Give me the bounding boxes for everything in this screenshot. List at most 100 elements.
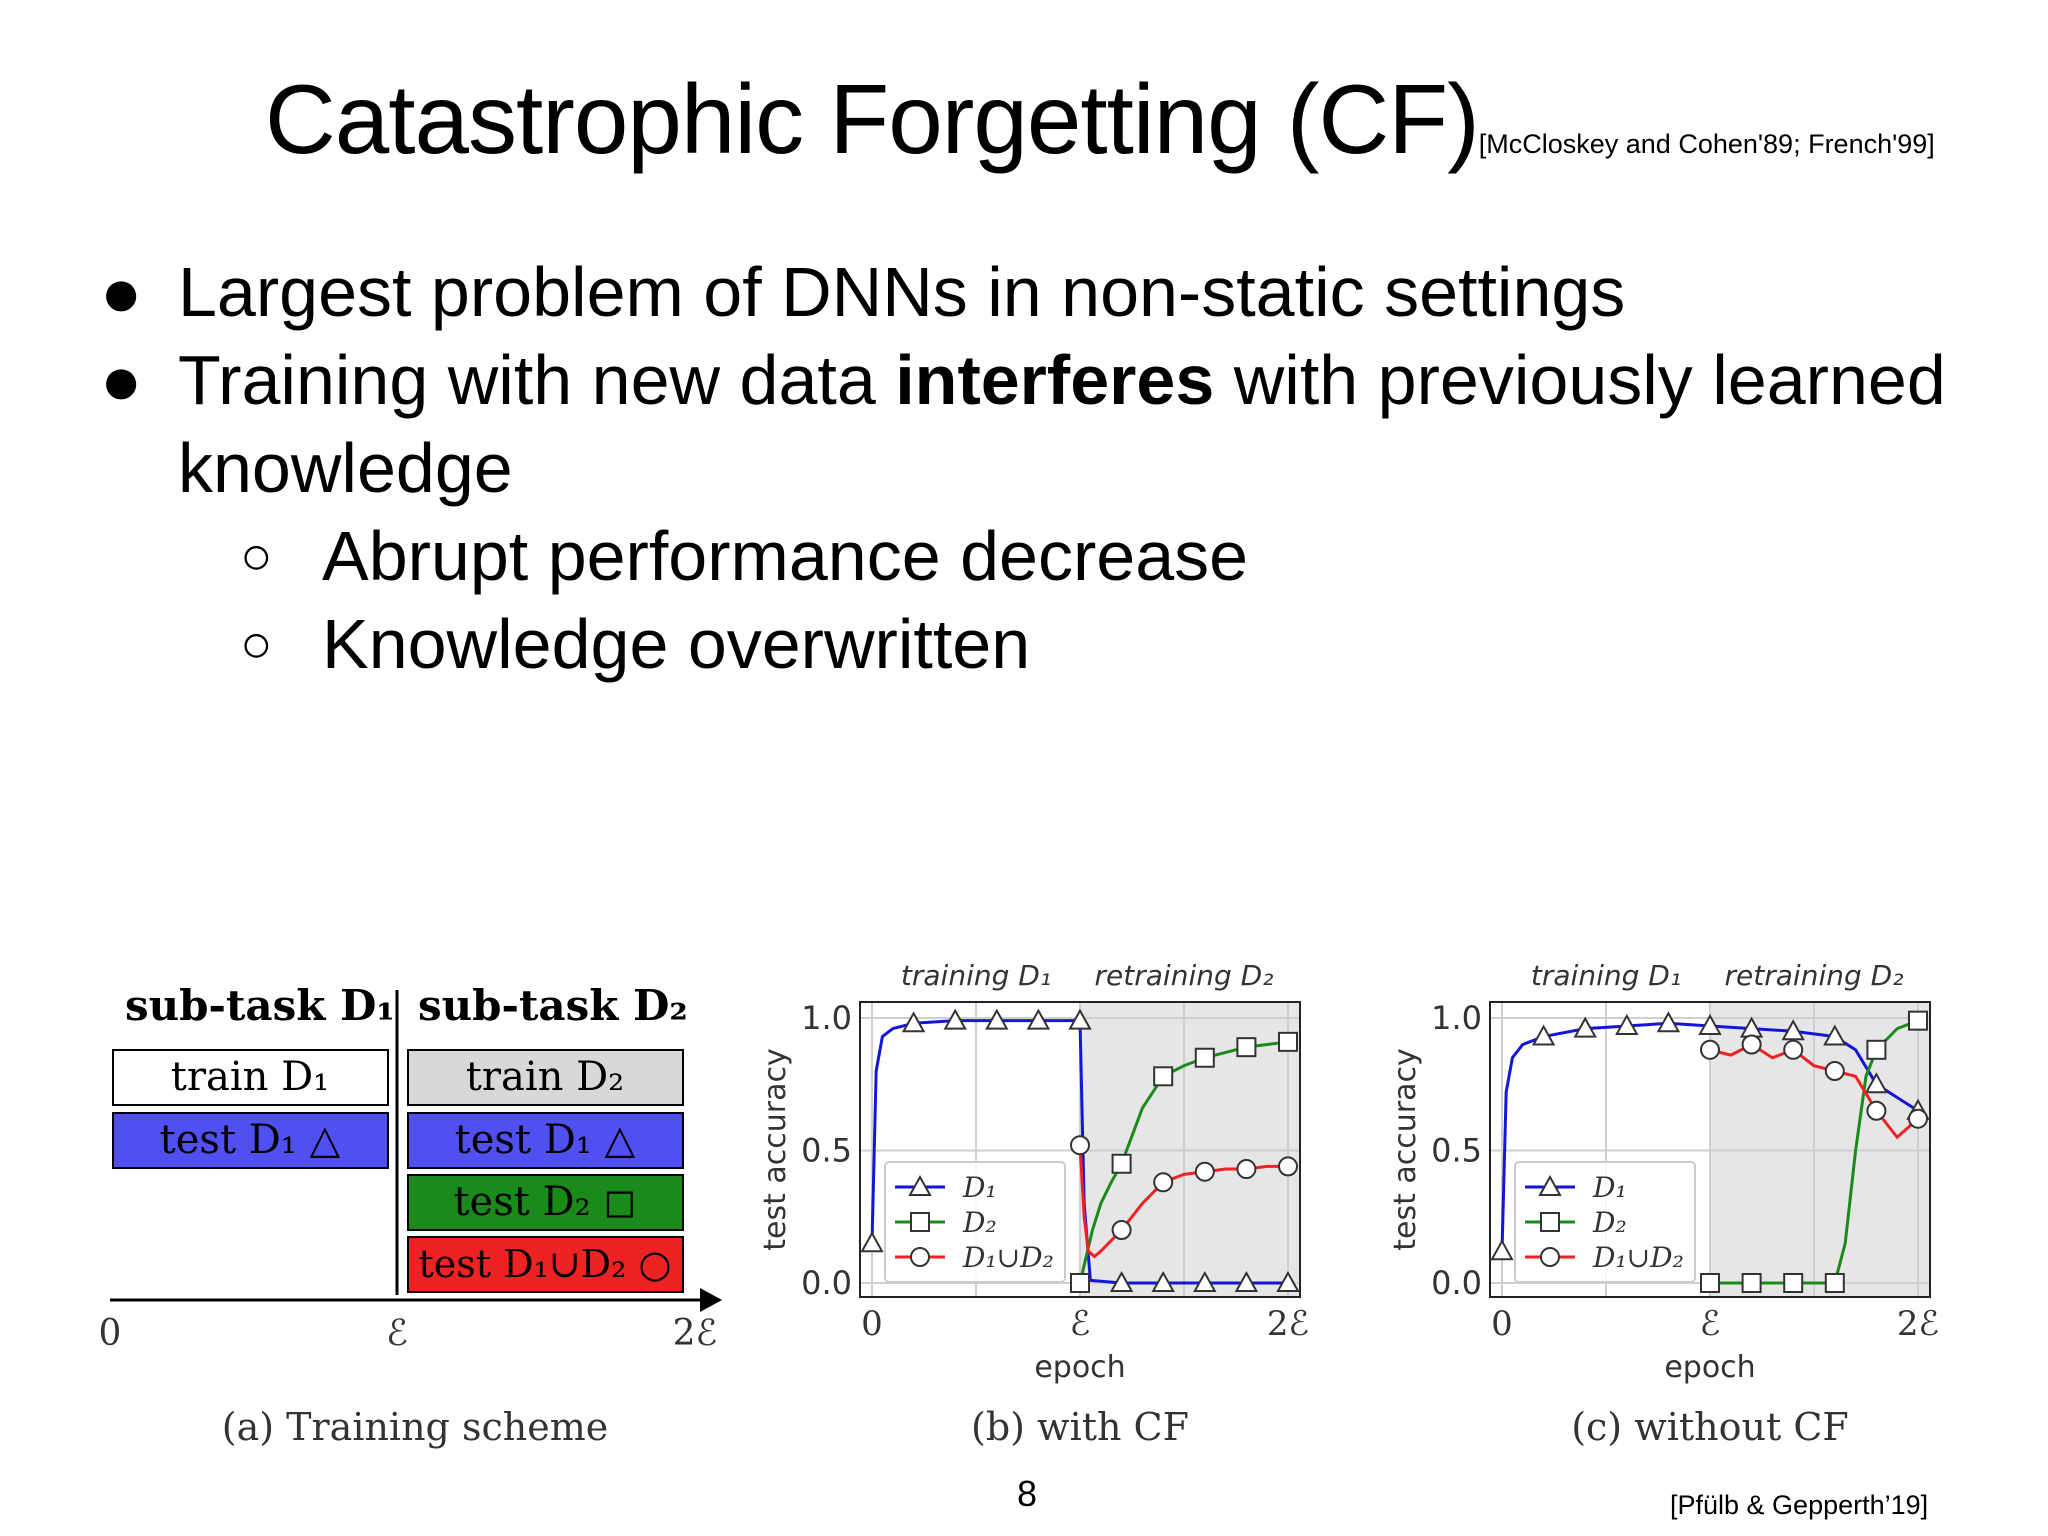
bullet-item-continuation: knowledge — [100, 424, 1946, 512]
data-point-triangle — [1026, 1008, 1051, 1030]
reference-citation: [Pfülb & Gepperth’19] — [1670, 1490, 1929, 1520]
bullet-item: ● Largest problem of DNNs in non-static … — [100, 248, 1946, 336]
data-point-circle — [1278, 1156, 1298, 1177]
train-d1-box — [112, 1049, 389, 1106]
data-point-triangle — [1781, 1019, 1805, 1041]
data-point-square — [1111, 1153, 1132, 1174]
sub-bullet-ring-icon: ○ — [240, 526, 273, 586]
y-tick-label: 1.0 — [1431, 999, 1482, 1037]
series-line-d1 — [1500, 1021, 1919, 1252]
x-tick-label: ℰ — [1700, 1304, 1721, 1344]
train-d2-label: train D₂ — [466, 1054, 624, 1100]
sub-bullet-text: Abrupt performance decrease — [322, 517, 1249, 595]
data-point-triangle — [1864, 1072, 1889, 1094]
data-point-triangle — [1698, 1013, 1722, 1035]
chart-with-cf: training D₁ retraining D₂ 0.0 0.5 1.0 0 ℰ 2ℰ epo… — [758, 959, 1309, 1449]
sub-bullet-item: ○ Abrupt performance decrease — [100, 512, 1946, 600]
test-d1-box — [112, 1112, 389, 1169]
plot-frame — [859, 1001, 1301, 1298]
x-axis-label: epoch — [1034, 1350, 1125, 1385]
bullet-list: ● Largest problem of DNNs in non-static … — [100, 248, 1946, 688]
plot-frame — [1489, 1001, 1931, 1298]
y-tick-label: 0.0 — [1431, 1264, 1482, 1302]
scheme-caption: (a) Training scheme — [222, 1405, 608, 1449]
bullet-bold-text: interferes — [895, 341, 1215, 419]
data-point-square — [1908, 1010, 1928, 1031]
bullet-text: Largest problem of DNNs in non-static se… — [178, 253, 1626, 331]
y-axis-label: test accuracy — [758, 1048, 793, 1251]
scheme-tick-0: 0 — [99, 1313, 122, 1354]
data-point-square — [1194, 1047, 1215, 1068]
phase-label-retraining: retraining D₂ — [1095, 959, 1274, 992]
data-point-square — [1236, 1037, 1257, 1058]
data-point-triangle — [1615, 1013, 1639, 1035]
data-point-circle — [1194, 1161, 1215, 1182]
data-point-triangle — [860, 1231, 884, 1253]
bullet-item: ● Training with new data interferes with… — [100, 336, 1946, 424]
slide-title: Catastrophic Forgetting (CF)[McCloskey a… — [265, 70, 1935, 168]
test-d1-label: test D₁ △ — [160, 1117, 341, 1163]
legend-label: D₂ — [1592, 1206, 1627, 1239]
bullet-text: Training with new data — [178, 341, 896, 419]
data-point-circle — [1908, 1108, 1928, 1129]
data-point-circle — [1236, 1159, 1257, 1180]
legend-label: D₁ — [962, 1171, 997, 1204]
data-point-circle — [1741, 1034, 1762, 1055]
train-d2-box — [407, 1049, 684, 1106]
legend-marker-triangle — [908, 1174, 932, 1196]
train-d1-label: train D₁ — [171, 1054, 329, 1100]
data-point-triangle — [1656, 1011, 1681, 1033]
data-point-triangle — [1276, 1270, 1300, 1292]
data-point-square — [1741, 1273, 1762, 1293]
scheme-tick-2: 2ℰ — [673, 1313, 718, 1354]
sub-bullet-ring-icon: ○ — [240, 614, 273, 674]
legend-label: D₂ — [962, 1206, 997, 1239]
legend-marker-circle — [910, 1247, 930, 1267]
test-d1ud2-label: test D₁∪D₂ ○ — [418, 1242, 671, 1286]
scheme-tick-1: ℰ — [386, 1313, 408, 1354]
legend-box — [884, 1161, 1066, 1283]
data-point-square — [1700, 1273, 1720, 1293]
x-tick-label: 0 — [861, 1304, 883, 1344]
test-d1-label-2: test D₁ △ — [455, 1117, 636, 1163]
data-point-circle — [1824, 1061, 1845, 1081]
series-line-d1 — [870, 1019, 1288, 1285]
slide-number: 8 — [1017, 1473, 1038, 1514]
legend-label: D₁∪D₂ — [962, 1241, 1054, 1274]
y-tick-label: 0.0 — [801, 1264, 852, 1302]
data-point-circle — [1783, 1039, 1804, 1060]
data-point-triangle — [1068, 1008, 1092, 1030]
chart-without-cf: training D₁ retraining D₂ 0.0 0.5 1.0 0 ℰ 2ℰ epo… — [1388, 959, 1939, 1449]
bullet-text: knowledge — [178, 429, 513, 507]
x-tick-label: 2ℰ — [1267, 1304, 1309, 1344]
y-tick-label: 0.5 — [1431, 1132, 1482, 1170]
data-point-triangle — [1531, 1024, 1556, 1046]
axis-arrow-icon — [700, 1288, 722, 1312]
legend-marker-circle — [1540, 1247, 1560, 1267]
legend-marker-triangle — [1538, 1174, 1562, 1196]
sub-bullet-item: ○ Knowledge overwritten — [100, 600, 1946, 688]
data-point-square — [1278, 1031, 1298, 1052]
sub-bullet-text: Knowledge overwritten — [322, 605, 1031, 683]
data-point-circle — [1153, 1172, 1174, 1193]
data-point-triangle — [1234, 1270, 1259, 1292]
legend-box — [1514, 1161, 1696, 1283]
x-axis-label: epoch — [1664, 1350, 1755, 1385]
data-point-triangle — [943, 1008, 967, 1030]
data-point-triangle — [1109, 1270, 1134, 1292]
data-point-triangle — [1490, 1239, 1514, 1261]
data-point-square — [1866, 1039, 1887, 1060]
chart-caption: (b) with CF — [971, 1405, 1189, 1449]
test-d1ud2-box — [407, 1236, 684, 1293]
title-text: Catastrophic Forgetting (CF) — [265, 64, 1480, 174]
data-point-triangle — [1193, 1270, 1217, 1292]
data-point-triangle — [1823, 1024, 1847, 1046]
data-point-square — [1153, 1066, 1174, 1087]
data-point-square — [1070, 1273, 1090, 1293]
test-d1-box-2 — [407, 1112, 684, 1169]
x-tick-label: 0 — [1491, 1304, 1513, 1344]
data-point-square — [1783, 1273, 1804, 1293]
data-point-circle — [1070, 1135, 1090, 1156]
subtask-header-2: sub-task D₂ — [418, 981, 688, 1030]
data-point-triangle — [901, 1011, 926, 1033]
